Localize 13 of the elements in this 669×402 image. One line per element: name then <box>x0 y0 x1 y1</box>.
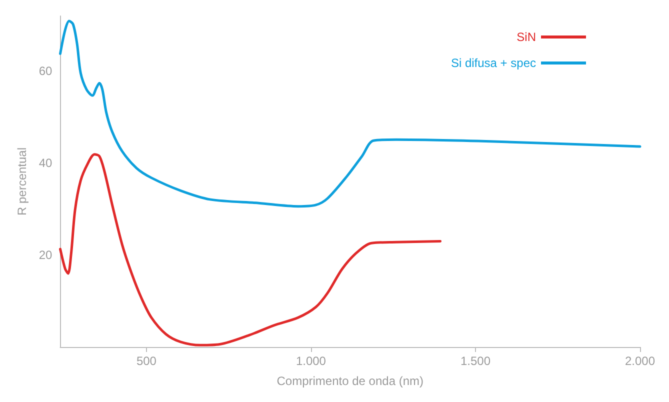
line-series <box>59 153 442 346</box>
x-axis-title: Comprimento de onda (nm) <box>276 374 424 388</box>
line-series <box>59 20 642 208</box>
legend-label: Si difusa + spec <box>450 56 536 70</box>
x-tick-label: 1.000 <box>296 354 326 368</box>
y-tick-label: 20 <box>38 248 53 262</box>
y-tick-label: 40 <box>38 156 53 170</box>
legend-label: SiN <box>516 30 536 44</box>
y-axis-title: R percentual <box>15 147 29 216</box>
y-tick-label: 60 <box>38 64 53 78</box>
x-tick-label: 500 <box>136 354 157 368</box>
x-tick-label: 2.000 <box>624 354 656 368</box>
x-tick-label: 1.500 <box>460 354 491 368</box>
